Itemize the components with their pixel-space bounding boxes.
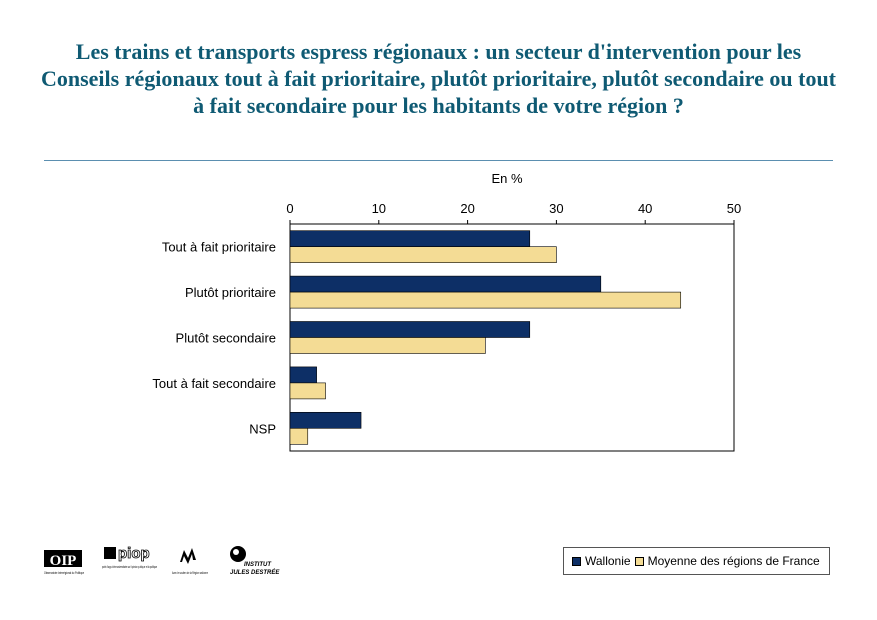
- x-tick-label: 40: [638, 201, 652, 216]
- legend-swatch-france: [634, 556, 644, 566]
- legend-label-wallonie: Wallonie: [585, 554, 631, 568]
- piop-logo-subtitle: point d'appui interuniversitaire sur l'o…: [102, 564, 157, 569]
- category-label: Plutôt secondaire: [176, 331, 276, 346]
- bar-wallonie: [289, 321, 531, 338]
- institut-jules-destree-logo: INSTITUT JULES DESTRÉE: [230, 546, 280, 576]
- bar-wallonie: [289, 230, 531, 247]
- x-tick-label: 20: [460, 201, 474, 216]
- x-tick-label: 50: [727, 201, 741, 216]
- chart-title: Les trains et transports espress régiona…: [40, 39, 837, 118]
- bar-wallonie: [289, 275, 602, 293]
- bar-wallonie: [289, 366, 317, 384]
- legend-item-wallonie: Wallonie: [572, 554, 631, 568]
- ijd-logo-line2: JULES DESTRÉE: [230, 568, 280, 576]
- legend-label-france: Moyenne des régions de France: [647, 554, 820, 568]
- bar-chart: En % 0 10 20 30 40 50 Tout à fait prioritaire…: [152, 171, 741, 452]
- x-tick-label: 10: [372, 201, 386, 216]
- bar-france: [289, 291, 682, 309]
- category-label: Plutôt prioritaire: [185, 285, 276, 300]
- axis-title: En %: [491, 171, 523, 186]
- x-tick-label: 0: [286, 201, 293, 216]
- bar-france: [289, 337, 486, 354]
- category-label: Tout à fait secondaire: [152, 376, 276, 391]
- partner-logos: OIP Observatoire Interrégional du Politi…: [44, 545, 280, 576]
- bar-wallonie: [289, 411, 362, 429]
- category-label: Tout à fait prioritaire: [162, 240, 276, 255]
- piop-logo-text: piop: [118, 545, 150, 562]
- region-wallonne-logo: Avec le soutien de la Région wallonne: [172, 548, 208, 575]
- region-wallonne-logo-subtitle: Avec le soutien de la Région wallonne: [172, 570, 208, 575]
- piop-logo: piop point d'appui interuniversitaire su…: [102, 545, 157, 569]
- oip-logo-subtitle: Observatoire Interrégional du Politique: [44, 570, 84, 575]
- oip-logo: OIP Observatoire Interrégional du Politi…: [44, 550, 84, 575]
- legend: Wallonie Moyenne des régions de France: [563, 547, 830, 575]
- category-label: NSP: [249, 421, 276, 436]
- bar-france: [289, 427, 309, 445]
- oip-logo-text: OIP: [50, 553, 77, 569]
- bar-france: [289, 246, 557, 263]
- title-divider: [44, 160, 833, 161]
- bar-france: [289, 382, 326, 400]
- legend-swatch-wallonie: [572, 556, 581, 566]
- legend-item-france: Moyenne des régions de France: [634, 554, 820, 568]
- x-tick-label: 30: [549, 201, 563, 216]
- ijd-logo-line1: INSTITUT: [244, 562, 272, 568]
